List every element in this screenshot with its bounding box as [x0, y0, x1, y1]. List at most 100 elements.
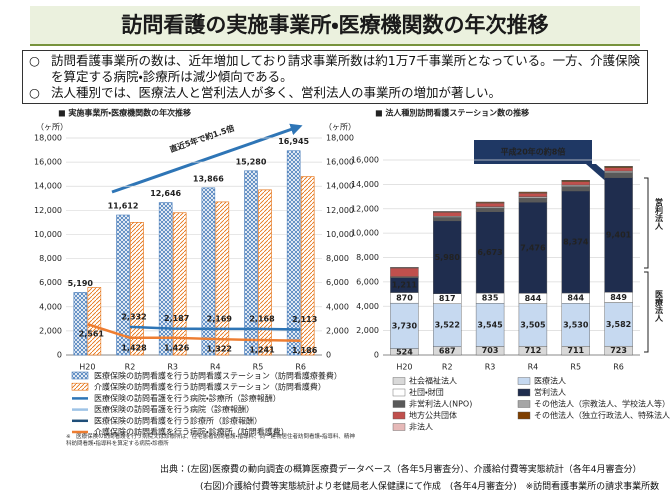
value-label: 711: [567, 346, 584, 355]
y-tick-label: 18,000: [34, 134, 62, 143]
value-label: 712: [525, 346, 542, 355]
value-label: 817: [439, 294, 456, 303]
x-tick-label: H20: [79, 363, 95, 372]
y-tick-label: 6,000: [356, 277, 379, 286]
bar-segment: [433, 217, 462, 222]
legend-label: その他法人（宗教法人、学校法人等）: [534, 399, 670, 409]
legend-label: 介護保険の訪問看護を行う訪問看護ステーション（訪問看護費）: [94, 382, 326, 392]
value-label: 1,426: [164, 343, 190, 352]
y2-tick-label: 0: [326, 351, 331, 360]
bar: [116, 214, 130, 356]
y2-tick-label: 18,000: [326, 134, 354, 143]
value-label: 844: [567, 294, 584, 303]
bar-segment: [433, 220, 462, 294]
value-label: 2,561: [79, 330, 105, 339]
value-label: 2,187: [164, 314, 189, 323]
bar-segment: [475, 207, 505, 212]
bar-segment: [561, 190, 590, 294]
value-label: 1,241: [249, 346, 275, 355]
y-tick-label: 14,000: [351, 180, 379, 189]
value-label: 3,522: [435, 321, 460, 330]
bar: [158, 202, 173, 356]
x-tick-label: H20: [396, 363, 412, 372]
value-label: 524: [396, 347, 413, 356]
bracket: [644, 271, 649, 353]
legend-swatch: [517, 388, 531, 397]
legend-label: 非法人: [409, 422, 433, 432]
bar-segment: [475, 211, 505, 294]
value-label: 870: [396, 293, 413, 302]
bar-segment: [518, 303, 548, 347]
value-label: 1,322: [207, 345, 232, 354]
value-label: 1,211: [392, 281, 418, 290]
page-title: 訪問看護の実施事業所・医療機関数の年次推移: [30, 6, 640, 46]
y2-tick-label: 14,000: [326, 182, 354, 191]
bar-segment: [433, 303, 462, 347]
y-tick-label: 10,000: [351, 229, 379, 238]
bar-segment: [561, 181, 590, 186]
value-label: 1,428: [121, 343, 147, 352]
legend-swatch: [392, 377, 406, 385]
x-tick-label: R4: [210, 363, 221, 372]
bar: [300, 176, 315, 356]
source-line: 出典：(左図)医療費の動向調査の概算医療費データベース（各年5月審査分）、介護給…: [160, 465, 642, 475]
bar-segment: [475, 303, 505, 347]
y-axis-label: （ヶ所）: [36, 122, 68, 132]
bullet-mark: ○: [29, 53, 40, 68]
bar: [244, 170, 258, 356]
y2-tick-label: 6,000: [326, 278, 349, 287]
source: 出典：(左図)医療費の動向調査の概算医療費データベース（各年5月審査分）、介護給…: [160, 462, 665, 496]
bullet-text: 訪問看護事業所の数は、近年増加しており請求事業所数は約1万7千事業所となっている…: [51, 53, 641, 84]
bar: [87, 287, 102, 356]
value-label: 5,190: [68, 279, 94, 288]
value-label: 1,186: [292, 346, 318, 355]
bar-segment: [433, 212, 462, 217]
value-label: 7,476: [520, 243, 546, 252]
bar-segment: [518, 196, 548, 199]
bullet-mark: ○: [29, 85, 40, 100]
y-tick-label: 8,000: [356, 253, 379, 262]
legend-label: 非営利法人(NPO): [409, 399, 472, 409]
legend-label: 医療保険の訪問看護を行う病院（診療報酬）: [94, 404, 254, 414]
x-tick-label: R2: [125, 363, 136, 372]
y-tick-label: 10,000: [34, 230, 62, 239]
bullet-text: 法人種別では、医療法人と営利法人が多く、営利法人の事業所の増加が著しい。: [51, 85, 502, 100]
y-tick-label: 0: [57, 351, 62, 360]
y-tick-label: 16,000: [351, 156, 379, 165]
bar-segment: [604, 177, 633, 293]
y2-tick-label: 10,000: [326, 230, 354, 239]
x-tick-label: R4: [528, 363, 539, 372]
y-tick-label: 0: [374, 351, 379, 360]
annotation: 直近5年で約1.5倍: [168, 123, 235, 155]
legend-swatch: [517, 411, 531, 420]
chart-note: ※ 医療保険の訪問看護を行う病院又は診療所は、在宅患者訪問看護・指導料、同一建物…: [66, 434, 355, 447]
x-tick-label: R3: [485, 363, 496, 372]
bar-segment: [518, 192, 548, 197]
value-label: 3,730: [392, 321, 418, 330]
bar: [286, 150, 301, 356]
legend-label: 社団・財団: [409, 387, 444, 397]
bar: [258, 189, 272, 356]
annotation: 平成20年の約8倍: [501, 147, 566, 157]
chart-title: ■ 法人種別訪問看護ステーション数の推移: [375, 108, 529, 118]
y-tick-label: 2,000: [39, 326, 62, 335]
x-tick-label: R6: [613, 363, 624, 372]
x-tick-label: R5: [253, 363, 264, 372]
y2-tick-label: 4,000: [326, 302, 349, 311]
y2-tick-label: 8,000: [326, 254, 349, 263]
value-label: 3,530: [563, 320, 589, 329]
x-tick-label: R6: [295, 363, 306, 372]
legend-swatch: [71, 371, 89, 380]
legend-label: 社会福祉法人: [409, 376, 457, 386]
legend-swatch: [392, 388, 406, 397]
value-label: 2,113: [292, 315, 317, 324]
y-tick-label: 14,000: [34, 182, 62, 191]
bracket-label: 営利法人: [654, 197, 664, 231]
y2-tick-label: 16,000: [326, 158, 354, 167]
legend-label: 地方公共団体: [409, 410, 457, 420]
bar: [215, 201, 230, 356]
y-tick-label: 16,000: [34, 158, 62, 167]
bar-segment: [604, 170, 633, 173]
bracket-label: 医療法人: [654, 290, 664, 323]
